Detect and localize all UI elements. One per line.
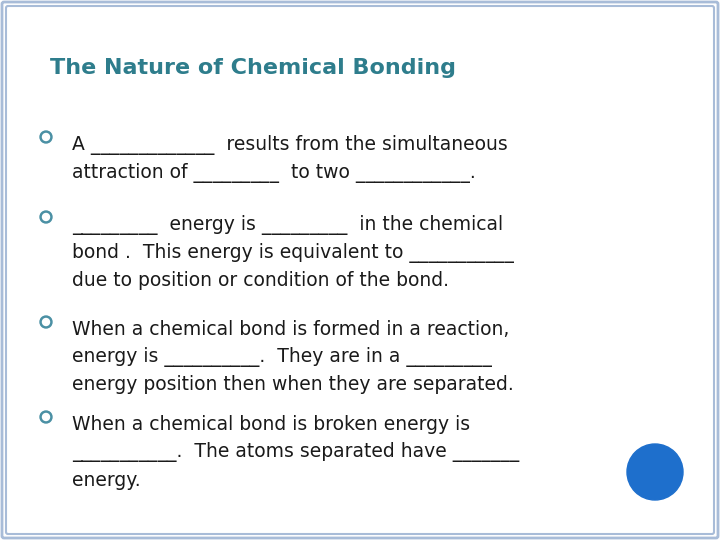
Circle shape [40,211,52,223]
Text: A _____________  results from the simultaneous
attraction of _________  to two _: A _____________ results from the simulta… [72,135,508,183]
Text: When a chemical bond is broken energy is
___________.  The atoms separated have : When a chemical bond is broken energy is… [72,415,519,489]
Text: The Nature of Chemical Bonding: The Nature of Chemical Bonding [50,58,456,78]
Circle shape [40,411,52,423]
Text: When a chemical bond is formed in a reaction,
energy is __________.  They are in: When a chemical bond is formed in a reac… [72,320,514,395]
Circle shape [42,319,50,326]
Circle shape [40,316,52,328]
Text: _________  energy is _________  in the chemical
bond .  This energy is equivalen: _________ energy is _________ in the che… [72,215,514,291]
Circle shape [42,133,50,140]
Circle shape [42,213,50,220]
Circle shape [627,444,683,500]
Circle shape [42,414,50,421]
Circle shape [40,131,52,143]
